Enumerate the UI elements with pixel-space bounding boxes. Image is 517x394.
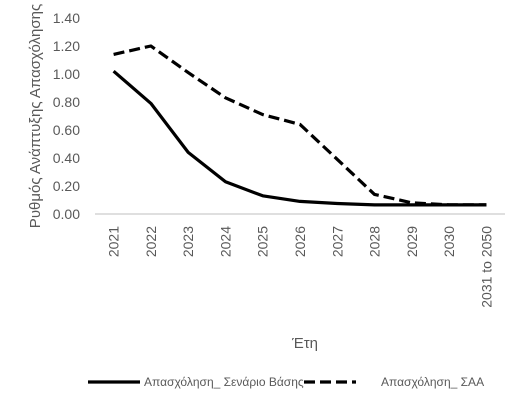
y-axis-ticks: 0.00 0.20 0.40 0.60 0.80 1.00 1.20 1.40	[53, 10, 80, 222]
x-tick-label: 2028	[367, 226, 383, 257]
y-tick-label: 1.00	[53, 66, 80, 82]
x-axis-title: Έτη	[291, 335, 318, 352]
y-tick-label: 1.20	[53, 38, 80, 54]
x-tick-label: 2027	[329, 226, 345, 257]
legend: Απασχόληση_ Σενάριο Βάσης Απασχόληση_ ΣΑΑ	[88, 375, 484, 389]
x-axis-ticks: 2021 2022 2023 2024 2025 2026 2027 2028 2029 2030…	[106, 226, 495, 308]
y-tick-label: 0.80	[53, 94, 80, 110]
y-tick-label: 0.40	[53, 150, 80, 166]
x-tick-label: 2024	[217, 226, 233, 257]
series-line-1	[112, 69, 487, 207]
legend-label-1: Απασχόληση_ Σενάριο Βάσης	[144, 375, 304, 389]
y-tick-label: 0.60	[53, 122, 80, 138]
x-tick-label: 2023	[180, 226, 196, 257]
y-tick-label: 0.20	[53, 178, 80, 194]
legend-label-2: Απασχόληση_ ΣΑΑ	[381, 375, 484, 389]
y-tick-label: 1.40	[53, 10, 80, 26]
series-line-2	[113, 44, 487, 207]
x-tick-label: 2021	[106, 226, 122, 257]
x-tick-label: 2031 to 2050	[478, 226, 494, 308]
series-layer	[112, 44, 487, 207]
x-tick-label: 2029	[404, 226, 420, 257]
x-tick-label: 2026	[292, 226, 308, 257]
x-tick-label: 2030	[441, 226, 457, 257]
x-tick-label: 2025	[255, 226, 271, 257]
y-axis-title: Ρυθμός Ανάπτυξης Απασχόλησης	[27, 4, 44, 228]
y-tick-label: 0.00	[53, 206, 80, 222]
x-tick-label: 2022	[143, 226, 159, 257]
